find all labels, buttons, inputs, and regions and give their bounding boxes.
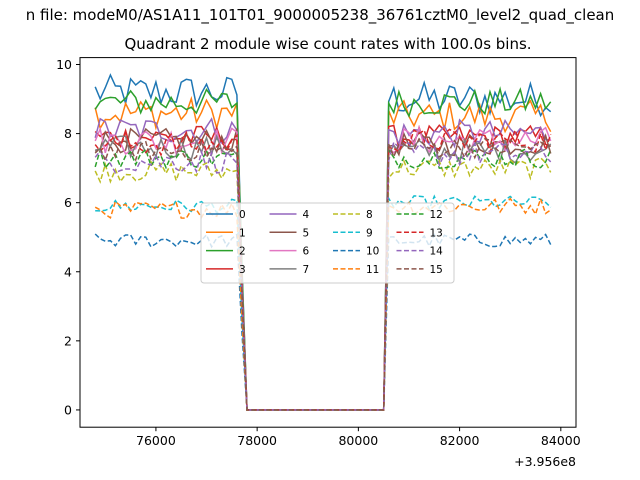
x-tick-label: 76000 [136, 433, 176, 448]
y-tick-label: 2 [64, 333, 72, 348]
chart-title: Quadrant 2 module wise count rates with … [124, 35, 532, 53]
x-tick-label: 82000 [440, 433, 480, 448]
figure-suptitle: n file: modeM0/AS1A11_101T01_9000005238_… [25, 6, 615, 24]
series-line-14 [94, 140, 552, 411]
legend-label-10: 10 [366, 246, 379, 258]
axes-frame [79, 57, 577, 428]
y-tick-label: 0 [64, 402, 72, 417]
legend-label-15: 15 [430, 264, 443, 276]
x-axis: 76000 78000 80000 82000 84000 [136, 427, 581, 448]
y-tick-label: 4 [64, 264, 72, 279]
y-tick-label: 6 [64, 195, 72, 210]
legend-label-4: 4 [303, 209, 310, 221]
legend-label-9: 9 [366, 227, 373, 239]
y-tick-label: 8 [64, 126, 72, 141]
series-line-15 [94, 137, 551, 411]
legend-label-0: 0 [239, 209, 246, 221]
y-axis: 0 2 4 6 8 10 [56, 57, 80, 417]
legend-box [200, 202, 455, 284]
legend-label-13: 13 [430, 227, 443, 239]
series-line-9 [95, 194, 552, 411]
plot-series [94, 73, 552, 411]
legend-label-6: 6 [303, 246, 310, 258]
legend-label-5: 5 [303, 227, 310, 239]
x-tick-label: 80000 [338, 433, 378, 448]
legend-label-3: 3 [239, 264, 246, 276]
x-tick-label: 84000 [541, 433, 581, 448]
legend-label-14: 14 [430, 246, 444, 258]
legend-label-1: 1 [239, 227, 246, 239]
x-offset-label: +3.956e8 [514, 454, 576, 469]
legend-label-7: 7 [303, 264, 310, 276]
legend-label-11: 11 [366, 264, 379, 276]
legend-label-12: 12 [430, 209, 443, 221]
legend-label-8: 8 [366, 209, 373, 221]
y-tick-label: 10 [56, 57, 72, 72]
legend-label-2: 2 [239, 246, 246, 258]
series-line-10 [94, 233, 552, 411]
x-tick-label: 78000 [237, 433, 277, 448]
series-line-8 [94, 156, 552, 411]
